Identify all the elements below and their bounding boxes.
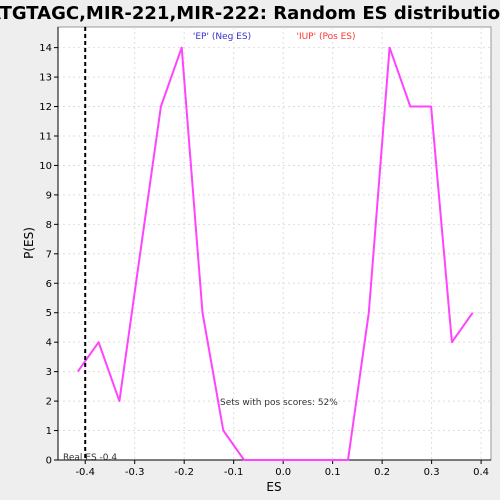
x-tick-label: 0.3 <box>424 467 440 478</box>
es-distribution-line <box>76 46 474 461</box>
x-tick-label: 0.4 <box>473 467 489 478</box>
x-tick-label: 0.2 <box>374 467 390 478</box>
y-tick-label: 2 <box>46 397 52 408</box>
y-tick-label: 13 <box>39 73 52 84</box>
x-axis-label: ES <box>266 480 281 494</box>
y-axis-label: P(ES) <box>22 227 36 259</box>
chart-title: ATGTAGC,MIR-221,MIR-222: Random ES distr… <box>0 3 500 24</box>
y-tick-label: 6 <box>46 279 52 290</box>
x-tick-label: 0.1 <box>325 467 341 478</box>
y-tick-label: 12 <box>39 102 52 113</box>
x-tick-label: -0.2 <box>174 467 194 478</box>
y-tick-label: 4 <box>46 338 52 349</box>
y-tick-label: 11 <box>39 131 52 142</box>
x-tick-label: -0.1 <box>224 467 244 478</box>
annotations: Real ES -0.4 'EP' (Neg ES) 'IUP' (Pos ES) S… <box>63 27 356 463</box>
y-tick-label: 14 <box>39 43 52 54</box>
neg-es-label: 'EP' (Neg ES) <box>193 32 251 42</box>
plot-area <box>57 26 492 461</box>
x-tick-label: -0.3 <box>125 467 145 478</box>
series-layer <box>76 46 474 461</box>
x-tick-label: 0.0 <box>275 467 291 478</box>
y-tick-label: 9 <box>46 190 52 201</box>
y-tick-label: 7 <box>46 249 52 260</box>
real-es-label: Real ES -0.4 <box>63 453 117 463</box>
y-tick-label: 3 <box>46 367 52 378</box>
y-tick-label: 0 <box>46 456 52 467</box>
pos-scores-label: Sets with pos scores: 52% <box>220 398 338 408</box>
y-tick-label: 5 <box>46 308 52 319</box>
y-tick-label: 1 <box>46 426 52 437</box>
y-tick-label: 8 <box>46 220 52 231</box>
x-tick-label: -0.4 <box>75 467 95 478</box>
pos-es-label: 'IUP' (Pos ES) <box>296 32 355 42</box>
y-tick-label: 10 <box>39 161 52 172</box>
